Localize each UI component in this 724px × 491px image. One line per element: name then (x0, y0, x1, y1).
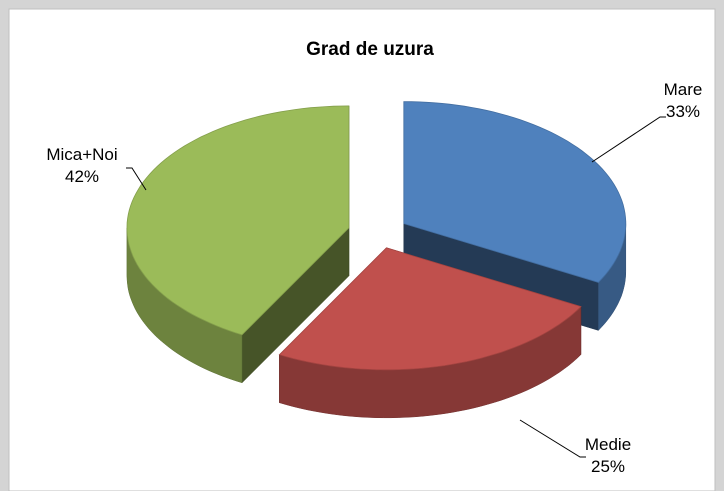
leader-line (126, 167, 147, 191)
chart-title: Grad de uzura (306, 39, 434, 60)
leader-line (591, 116, 666, 163)
labels: Mare 33% Medie 25% Mica+Noi 42% (46, 80, 702, 476)
slice (126, 105, 350, 336)
data-label-name: Medie (585, 435, 631, 454)
data-label-value: 42% (65, 167, 99, 186)
leader-line (519, 419, 586, 458)
slice (278, 247, 582, 371)
slice (403, 101, 627, 283)
pie (126, 101, 627, 419)
data-label-name: Mare (664, 80, 703, 99)
data-label-name: Mica+Noi (46, 145, 117, 164)
data-label-value: 33% (666, 102, 700, 121)
data-label-value: 25% (591, 457, 625, 476)
